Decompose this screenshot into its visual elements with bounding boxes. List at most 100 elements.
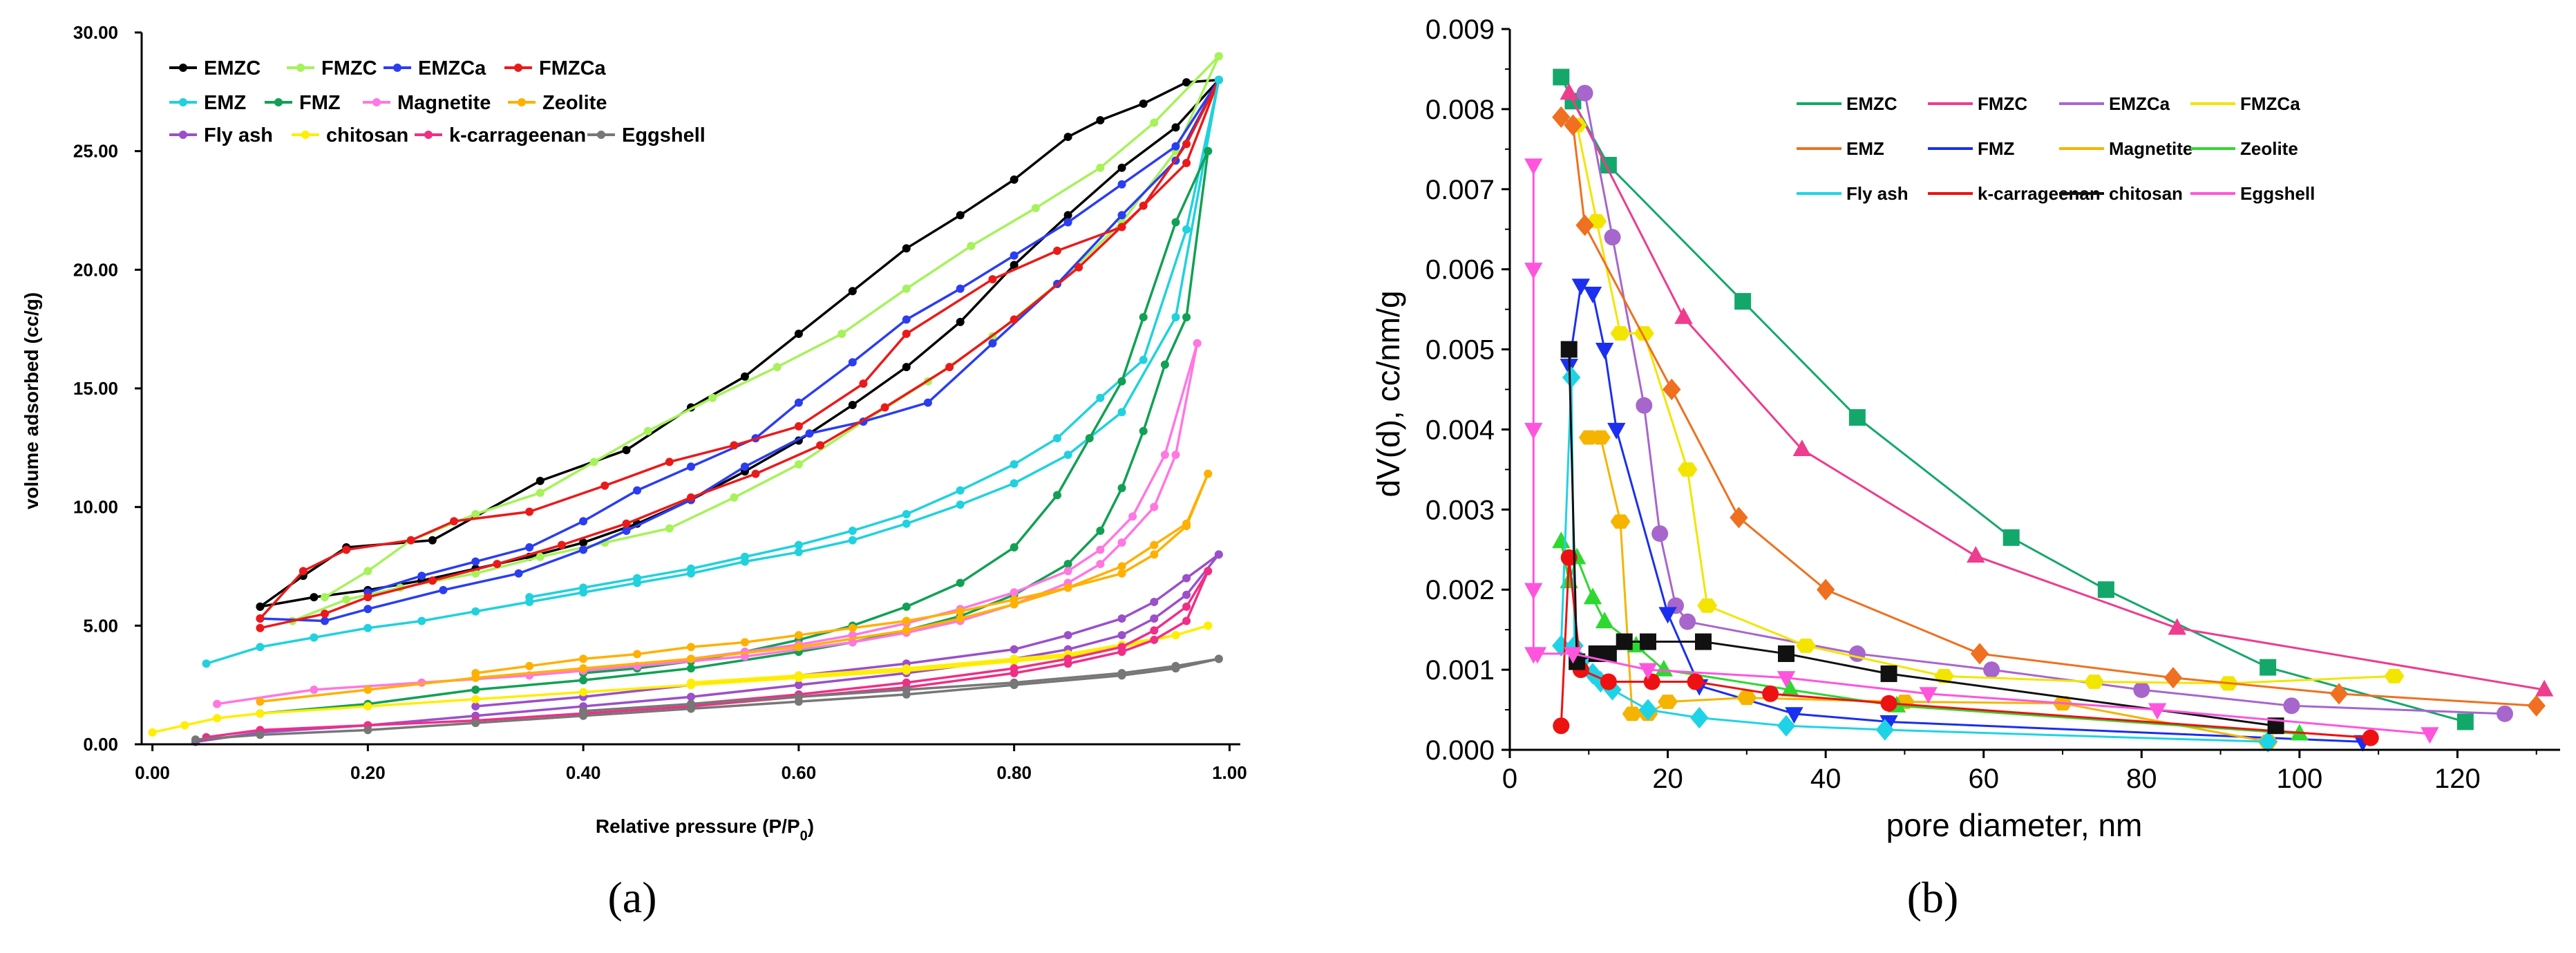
panel-b-chitosan-point: [1560, 341, 1578, 358]
panel-b-emz-point: [1730, 507, 1748, 529]
panel-a-emz-point: [1096, 393, 1105, 402]
panel-a-fmzca-point: [859, 379, 868, 388]
panel-a-eggshell-point: [1010, 678, 1019, 687]
panel-b-legend-item-zeolite: Zeolite: [2190, 138, 2298, 159]
panel-a-emzca-adsorption-line: [260, 79, 1220, 623]
panel-b-legend-item-emz: EMZ: [1797, 138, 1884, 159]
panel-a-fmz-point: [1139, 426, 1148, 435]
panel-a-fmzc-point: [342, 595, 351, 604]
panel-a-k-carrageenan-point: [1182, 616, 1191, 625]
panel-b-fmzca-point: [2384, 668, 2405, 683]
panel-a-emzca-point: [988, 339, 997, 348]
panel-a-fmz-point: [1117, 377, 1126, 386]
panel-a-zeolite-desorption-line: [475, 473, 1209, 674]
panel-a-emzca-point: [525, 543, 534, 552]
panel-b-chitosan-point: [1778, 645, 1794, 662]
panel-b-fmz-point: [1571, 279, 1591, 296]
panel-a-emzca-point: [956, 284, 965, 293]
panel-b-eggshell-point: [1524, 263, 1543, 280]
panel-b-emzca-point: [1604, 229, 1621, 246]
panel-a-fmzca-point: [256, 623, 265, 632]
panel-a-emzc-point: [902, 363, 911, 372]
panel-a-zeolite-point: [794, 631, 803, 640]
panel-a-fly-ash-point: [1182, 574, 1191, 583]
panel-a-fmzca-point: [406, 536, 415, 545]
panel-b-y-axis-label: dV(d), cc/nm/g: [1370, 290, 1406, 497]
panel-b-y-tick-label: 0.008: [1426, 95, 1495, 125]
panel-a-fmzc-point: [589, 457, 598, 466]
panel-a-fmzca-point: [1117, 223, 1126, 232]
panel-a-fmz-point: [1204, 147, 1213, 155]
panel-a-fmzca-point: [600, 481, 609, 490]
panel-b-x-tick-label: 60: [1968, 764, 1999, 794]
panel-a-legend-item-emz: EMZ: [169, 92, 246, 114]
panel-a-emz-point: [794, 547, 803, 556]
panel-a-magnetite-point: [1193, 339, 1202, 348]
panel-b-k-carrageenan-point: [1880, 695, 1897, 712]
panel-a-fmzca-point: [687, 493, 695, 502]
panel-a-zeolite-point: [1204, 469, 1213, 478]
panel-a-emz-point: [1063, 451, 1072, 460]
panel-a-zeolite-point: [525, 661, 534, 670]
panel-b-legend-item-fmz: FMZ: [1928, 138, 2015, 159]
panel-a-fmzc-point: [665, 524, 674, 533]
panel-b-emz-point: [1663, 378, 1681, 401]
panel-a-chitosan-point: [213, 714, 222, 723]
panel-a-y-tick-label: 10.00: [73, 497, 118, 518]
panel-a-zeolite-point: [902, 626, 911, 635]
panel-a-zeolite-point: [902, 616, 911, 625]
panel-b-axes: 0.000 0.001 0.002 0.003 0.004 0.005 0.006 0.007…: [1426, 15, 2560, 794]
panel-a-fmzca-point: [525, 507, 534, 516]
panel-a-zeolite-point: [1117, 562, 1126, 571]
panel-a-zeolite-point: [471, 669, 480, 677]
panel-a-x-tick-label: 0.40: [566, 762, 601, 783]
panel-b-fmzc-line: [1568, 93, 2545, 691]
panel-a-fmzca-point: [665, 457, 674, 466]
panel-a-series-group: [148, 52, 1223, 746]
panel-b-legend-label: EMZCa: [2109, 93, 2170, 114]
panel-b-y-tick-label: 0.003: [1426, 495, 1495, 525]
panel-a-emzca-point: [923, 398, 932, 407]
panel-a-fly-ash-point: [1150, 598, 1159, 606]
panel-b-magnetite-point: [1736, 690, 1757, 706]
panel-b-x-tick-label: 100: [2276, 764, 2322, 794]
panel-b-x-tick-label: 80: [2126, 764, 2157, 794]
panel-b-eggshell-point: [1524, 583, 1543, 600]
panel-a-fmzca-point: [1182, 140, 1191, 149]
panel-a-magnetite-point: [213, 699, 222, 708]
panel-a-zeolite-point: [579, 664, 588, 673]
panel-b-fmz-point: [1879, 715, 1898, 732]
panel-a-fmz-point: [687, 664, 695, 673]
panel-a-emz-point: [848, 527, 857, 535]
panel-a-fmz-point: [902, 602, 911, 611]
panel-a-legend-item-emzc: EMZC: [169, 57, 261, 79]
panel-b-fly-ash-point: [1562, 366, 1581, 388]
panel-a-magnetite-point: [1063, 567, 1072, 576]
panel-b-fly-ash-line: [1560, 376, 2269, 743]
panel-b-emz-point: [1575, 214, 1594, 236]
panel-a-fmzca-point: [988, 275, 997, 284]
panel-b-y-tick-label: 0.009: [1426, 15, 1495, 45]
panel-b-eggshell-point: [2148, 703, 2167, 720]
panel-a-chitosan-point: [794, 671, 803, 680]
panel-a-fmzca-point: [321, 610, 329, 619]
panel-b-zeolite-point: [1552, 531, 1571, 549]
panel-a-eggshell-point: [256, 730, 265, 739]
panel-b-x-tick-label: 120: [2434, 764, 2481, 794]
panel-a-x-tick-label: 1.00: [1212, 762, 1247, 783]
panel-b-magnetite-point: [1610, 514, 1631, 529]
panel-a-emzca-point: [579, 545, 588, 554]
panel-a-fmzca-point: [751, 469, 760, 478]
panel-a-legend-marker: [393, 64, 401, 72]
panel-a-emzca-point: [439, 585, 448, 594]
panel-b-legend-item-chitosan: chitosan: [2059, 183, 2183, 204]
panel-a-zeolite-point: [1063, 583, 1072, 592]
panel-b-fmzca-point: [2084, 674, 2105, 689]
panel-b-series-fmzc: [1560, 83, 2554, 697]
panel-a-fly-ash-point: [687, 692, 695, 701]
panel-a-legend-marker: [597, 131, 605, 139]
panel-b-magnetite-point: [1658, 695, 1678, 709]
panel-a-fmzc-point: [967, 242, 976, 250]
panel-a-magnetite-point: [1128, 512, 1137, 521]
panel-a-zeolite-point: [1150, 540, 1159, 549]
